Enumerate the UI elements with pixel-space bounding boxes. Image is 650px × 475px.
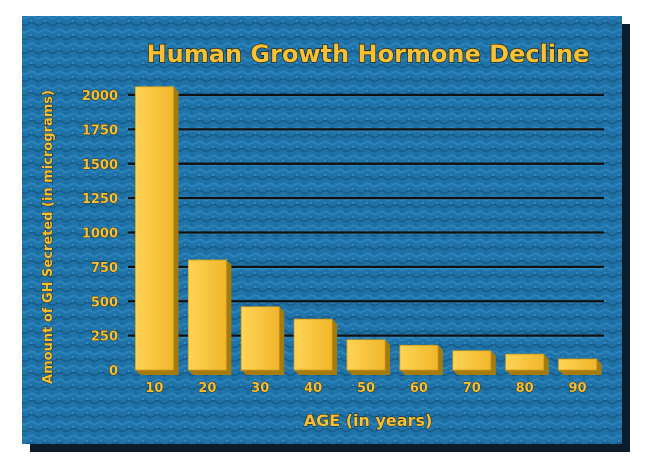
bar-50: [346, 339, 386, 371]
y-axis-ticks: 0 250 500 750 1000 1250 1500 1750 2000: [81, 89, 118, 380]
y-axis-label: Amount of GH Secreted (in micrograms): [41, 90, 56, 384]
bar-70: [452, 350, 492, 371]
y-tick-label: 250: [91, 330, 118, 345]
y-tick-label: 1750: [82, 123, 118, 138]
y-tick-label: 1500: [82, 158, 118, 173]
x-axis-ticks: 10 20 30 40 50 60 70 80 90: [145, 381, 587, 397]
x-tick-label: 50: [357, 381, 375, 396]
bar-40: [293, 318, 333, 371]
bar-80: [505, 353, 545, 371]
y-tick-label: 1250: [82, 192, 118, 207]
bar-30: [240, 306, 280, 371]
y-tick-label: 500: [91, 295, 118, 310]
x-tick-label: 40: [304, 381, 322, 396]
bar-60: [399, 344, 439, 371]
x-tick-label: 90: [569, 381, 587, 396]
x-tick-label: 80: [516, 381, 534, 396]
x-tick-label: 20: [198, 381, 216, 396]
x-tick-label: 70: [463, 381, 481, 396]
bars: [135, 86, 602, 375]
x-tick-label: 30: [251, 381, 269, 396]
x-tick-label: 10: [145, 381, 163, 396]
bar-10: [135, 86, 174, 371]
y-tick-label: 750: [91, 261, 118, 276]
y-tick-label: 2000: [82, 89, 118, 104]
bar-90: [558, 358, 597, 371]
y-tick-label: 1000: [82, 227, 118, 242]
bar-20: [187, 259, 227, 371]
chart-title: Human Growth Hormone Decline: [147, 40, 590, 68]
x-tick-label: 60: [410, 381, 428, 396]
x-axis-label: AGE (in years): [304, 411, 433, 430]
y-tick-label: 0: [109, 364, 118, 379]
